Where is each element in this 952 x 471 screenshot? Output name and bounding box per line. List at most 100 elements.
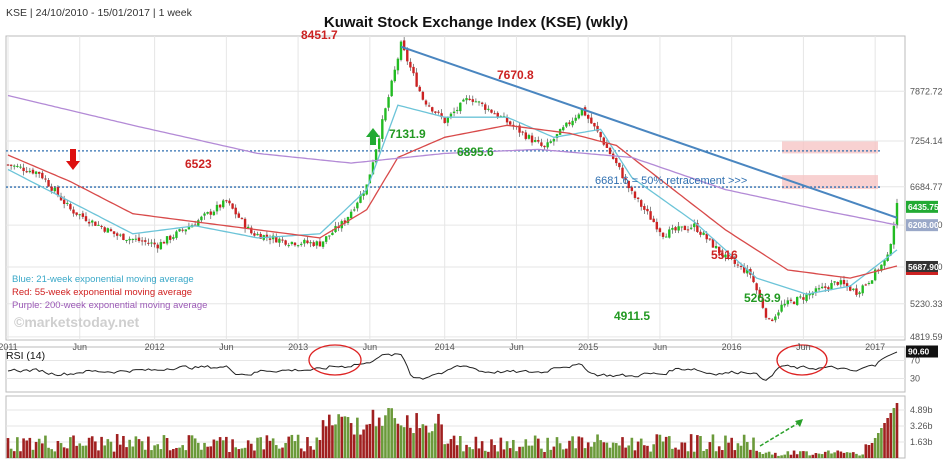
candle-body [449,113,453,117]
rsi-tick-label: 70 [910,356,920,366]
volume-bar [711,434,715,458]
candle-body [75,212,78,215]
volume-bar [243,447,247,458]
candle-body [490,109,493,113]
volume-bar [299,448,303,458]
ema55-tag-stripe [906,271,938,275]
candle-body [655,221,659,230]
price-annotation: 8451.7 [301,28,338,42]
resistance-zone-upper [782,141,878,154]
volume-bar [820,454,824,458]
volume-bar [780,455,783,458]
candle-body [62,199,66,204]
candle-body [328,235,331,237]
volume-bar [892,408,896,458]
candle-body [764,308,768,318]
volume-bar [172,449,175,458]
candle-body [66,202,69,204]
volume-bar [393,418,397,458]
y-tick-label: 7872.72 [910,86,943,96]
candle-body [702,232,705,235]
candle-body [892,225,896,245]
x-tick-label: Jun [72,342,87,352]
candle-body [399,41,403,60]
volume-bar [218,437,222,458]
volume-bar [94,441,97,458]
candle-body [487,108,490,110]
volume-bar [377,417,381,458]
candle-body [577,114,581,119]
volume-bar [452,435,456,458]
volume-bar [883,423,886,458]
candle-body [94,221,97,226]
volume-bar [106,439,110,458]
volume-bar [524,439,528,458]
volume-bar [62,447,66,458]
chart-title: Kuwait Stock Exchange Index (KSE) (wkly) [324,14,628,31]
x-tick-label: Jun [509,342,524,352]
candle-body [624,178,627,180]
volume-bar [646,445,649,458]
candle-body [231,203,234,209]
volume-bar [458,436,462,458]
candle-body [228,200,231,204]
volume-bar [78,443,82,458]
candle-body [134,238,138,240]
volume-bar [667,436,671,458]
candle-body [197,220,200,226]
volume-bar [852,452,855,458]
x-tick-label: 2017 [865,342,885,352]
candle-body [509,121,512,125]
volume-bar [652,444,655,458]
volume-bar [225,436,228,458]
candle-body [122,233,125,240]
price-tag-bg [906,219,938,232]
candle-body [746,269,749,274]
candle-body [462,99,465,102]
candle-body [636,197,640,199]
candle-body [200,216,203,221]
candle-body [300,243,303,245]
volume-bar [755,450,758,458]
candle-body [16,165,19,167]
candle-body [852,288,855,291]
volume-bar [873,438,877,458]
volume-bar [783,454,787,458]
volume-bar [717,446,721,458]
candle-body [883,260,886,266]
x-tick-label: 2013 [288,342,308,352]
candle-body [827,287,830,290]
volume-bar [178,447,181,458]
candle-body [599,132,602,138]
candle-body [390,80,393,97]
candle-body [658,228,662,233]
candle-body [640,200,643,207]
volume-bar [193,438,197,458]
volume-bar [315,437,319,458]
candle-body [22,167,25,172]
volume-bar [12,451,16,458]
volume-bar [381,425,384,458]
candle-body [858,292,861,295]
candle-body [521,131,524,133]
volume-bar [390,408,393,458]
candle-body [377,138,381,150]
candle-body [674,227,677,231]
candle-body [739,266,743,268]
volume-bar [496,451,500,458]
candle-body [256,233,259,236]
candle-body [496,112,499,118]
volume-bar [203,442,206,458]
volume-bar [605,442,609,458]
volume-bar [237,449,241,458]
candle-body [306,240,309,244]
candle-body [303,239,306,244]
candle-body [206,212,209,214]
candle-body [315,241,319,246]
candle-body [590,117,593,124]
volume-bar [312,449,315,458]
volume-bar [65,448,69,458]
volume-bar [421,424,425,458]
candle-body [689,227,693,229]
candle-body [147,242,150,244]
